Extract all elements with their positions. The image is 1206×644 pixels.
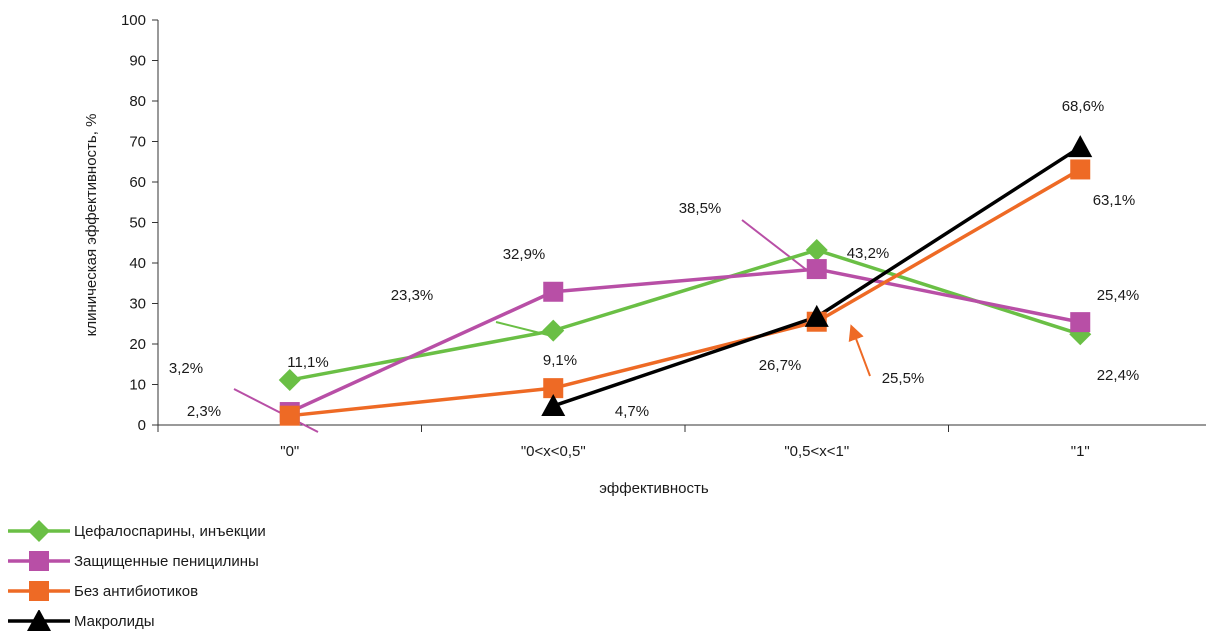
y-tick-label: 40	[129, 255, 146, 272]
series-lines	[289, 145, 1082, 418]
y-tick-label: 90	[129, 53, 146, 70]
line-chart: 0 10 20 30 40 50 60 70 80 90 100 "0" "0<x<0,5" "0,5<x…	[83, 12, 1206, 497]
data-label-no-antibiotics: 25,5%	[882, 370, 925, 387]
legend-label: Защищенные пеницилины	[74, 552, 259, 570]
x-tick-label: "0<x<0,5"	[521, 443, 586, 460]
y-tick-label: 10	[129, 377, 146, 394]
legend-marker	[27, 610, 51, 631]
callout-line-penicillins	[741, 219, 809, 272]
data-label-cephalosporins: 43,2%	[847, 245, 890, 262]
chart-axes: 0 10 20 30 40 50 60 70 80 90 100 "0" "0<x<0,5" "0,5<x…	[121, 12, 1206, 460]
legend-swatch-cephalosporins	[8, 520, 70, 542]
y-tick-label: 50	[129, 215, 146, 232]
data-label-cephalosporins: 23,3%	[391, 287, 434, 304]
y-axis-label: клиническая эффективность, %	[83, 114, 100, 337]
legend-label: Цефалоспарины, инъекции	[74, 522, 266, 540]
series-line-no-antibiotics	[289, 167, 1082, 418]
data-label-penicillins: 32,9%	[503, 246, 546, 263]
legend-swatch-penicillins	[8, 551, 70, 571]
data-label-cephalosporins: 22,4%	[1097, 367, 1140, 384]
legend-marker	[29, 551, 49, 571]
data-label-macrolides: 26,7%	[759, 357, 802, 374]
marker-macrolides	[804, 304, 829, 327]
data-label-no-antibiotics: 63,1%	[1093, 192, 1136, 209]
data-label-penicillins: 3,2%	[169, 360, 203, 377]
y-tick-label: 0	[138, 417, 146, 434]
data-labels: 11,1% 23,3% 43,2% 22,4% 3,2% 32,9% 38,5% 25,4% 2…	[169, 98, 1139, 420]
y-tick-label: 30	[129, 296, 146, 313]
data-label-penicillins: 25,4%	[1097, 287, 1140, 304]
series-line-penicillins	[289, 267, 1081, 414]
y-tick-label: 60	[129, 174, 146, 191]
marker-cephalosporins	[805, 239, 828, 262]
legend-item-cephalosporins: Цефалоспарины, инъекции	[8, 516, 266, 546]
data-label-macrolides: 4,7%	[615, 403, 649, 420]
legend-label: Макролиды	[74, 612, 155, 630]
data-label-no-antibiotics: 2,3%	[187, 403, 221, 420]
data-label-cephalosporins: 11,1%	[287, 354, 328, 371]
y-tick-label: 80	[129, 93, 146, 110]
marker-no-antibiotics	[279, 405, 300, 426]
legend: Цефалоспарины, инъекции Защищенные пениц…	[8, 516, 266, 636]
data-label-penicillins: 38,5%	[679, 200, 722, 217]
marker-penicillins	[1070, 312, 1091, 333]
marker-macrolides	[1068, 135, 1093, 158]
y-tick-label: 70	[129, 134, 146, 151]
callout-arrow-no-antibiotics	[848, 324, 871, 377]
data-label-macrolides: 68,6%	[1062, 98, 1105, 115]
callout-line-penicillins	[233, 388, 319, 433]
legend-swatch-no-antibiotics	[8, 581, 70, 601]
x-tick-label: "0,5<x<1"	[784, 443, 849, 460]
marker-macrolides	[541, 393, 566, 416]
y-tick-label: 100	[121, 12, 146, 29]
legend-item-penicillins: Защищенные пеницилины	[8, 546, 266, 576]
legend-marker	[29, 581, 49, 601]
legend-item-no-antibiotics: Без антибиотиков	[8, 576, 266, 606]
marker-no-antibiotics	[1070, 159, 1091, 180]
series-markers	[278, 135, 1093, 426]
marker-cephalosporins	[278, 369, 301, 392]
series-line-cephalosporins	[289, 248, 1081, 382]
marker-penicillins	[543, 281, 564, 302]
x-axis-label: эффективность	[599, 480, 709, 497]
legend-swatch-macrolides	[8, 610, 70, 631]
marker-cephalosporins	[542, 319, 565, 342]
legend-item-macrolides: Макролиды	[8, 606, 266, 636]
legend-label: Без антибиотиков	[74, 582, 199, 600]
legend-marker	[28, 520, 50, 542]
data-label-no-antibiotics: 9,1%	[543, 352, 577, 369]
marker-penicillins	[806, 259, 827, 280]
marker-no-antibiotics	[543, 378, 564, 399]
x-tick-label: "1"	[1071, 443, 1090, 460]
x-tick-label: "0"	[280, 443, 299, 460]
y-tick-label: 20	[129, 336, 146, 353]
